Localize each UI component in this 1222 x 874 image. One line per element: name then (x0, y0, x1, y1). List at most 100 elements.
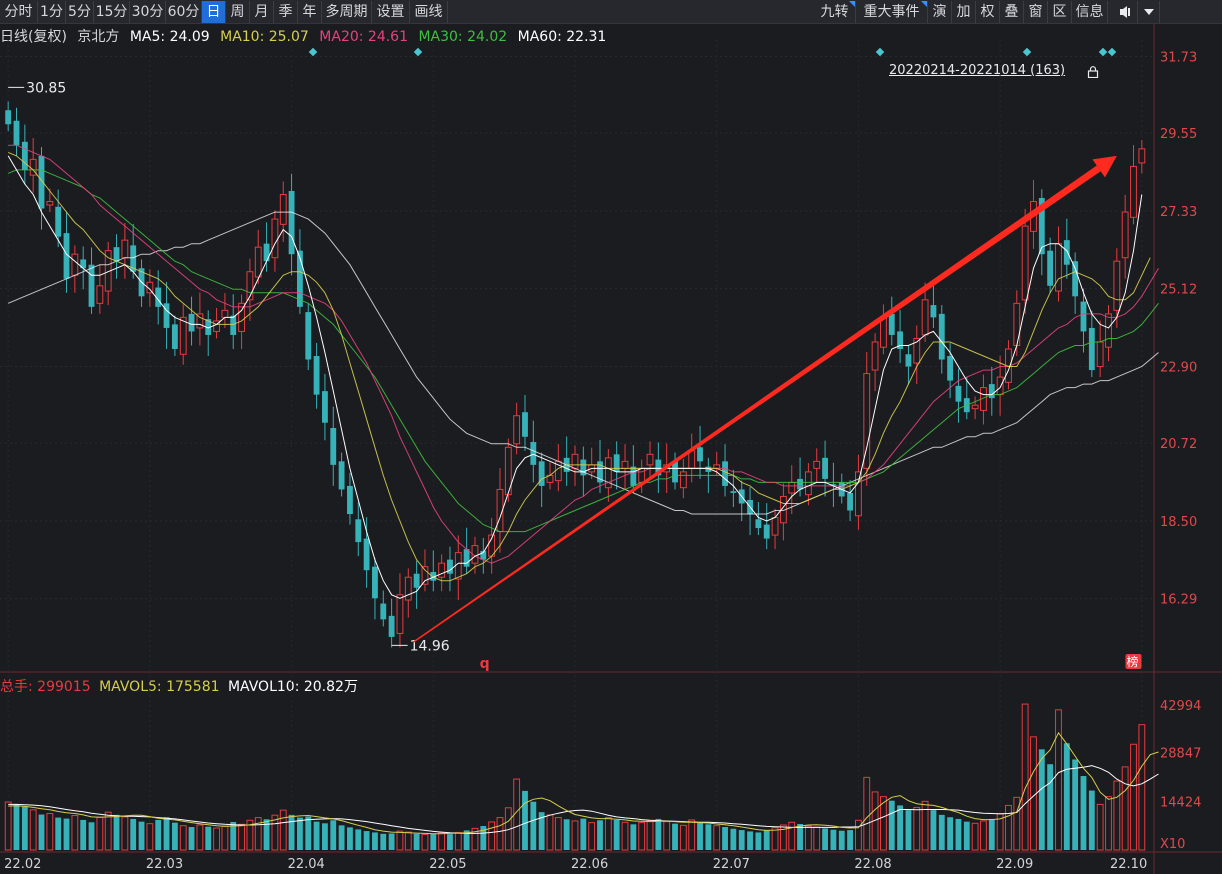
candle-body (1138, 148, 1146, 164)
volume-bar (146, 823, 154, 851)
volume-bar (238, 823, 245, 851)
volume-bar (96, 816, 104, 851)
period-tab-10[interactable]: 年 (298, 1, 322, 23)
volume-bar (1121, 766, 1129, 851)
candle-body (1096, 341, 1104, 368)
volume-bar (646, 820, 654, 851)
candle-body (913, 337, 921, 364)
volume-bar (580, 818, 587, 850)
date-tick-label: 22.02 (4, 857, 41, 872)
candle-body (863, 373, 871, 469)
rank-badge-label: 榜 (1126, 654, 1138, 669)
volume-bar (1113, 780, 1121, 851)
volume-bar (1055, 709, 1062, 851)
candle-body (1113, 260, 1121, 311)
chevron-down-icon[interactable] (1138, 1, 1160, 23)
volume-bar (71, 815, 79, 851)
tool-button-8[interactable]: 信息 (1072, 1, 1108, 23)
candle-body (630, 466, 637, 486)
date-tick-label: 22.08 (854, 857, 891, 872)
candle-body (971, 404, 979, 410)
tool-button-4[interactable]: 权 (976, 1, 1000, 23)
period-tab-5[interactable]: 60分 (166, 1, 202, 23)
candle-body (655, 459, 662, 476)
candle-body (1047, 250, 1054, 286)
volume-bar (80, 819, 87, 850)
period-tab-9[interactable]: 季 (274, 1, 298, 23)
period-tab-8[interactable]: 月 (250, 1, 274, 23)
volume-bar (597, 820, 603, 850)
tool-button-0[interactable]: 九转 (814, 1, 856, 23)
tool-button-2[interactable]: 演 (928, 1, 952, 23)
period-tab-2[interactable]: 5分 (66, 1, 94, 23)
period-tab-13[interactable]: 画线 (410, 1, 448, 23)
candle-body (146, 281, 154, 294)
candle-body (38, 155, 45, 209)
volume-bar (496, 817, 504, 851)
event-diamond-icon (308, 47, 318, 57)
candle-body (171, 324, 178, 349)
price-tick-label: 22.90 (1160, 361, 1197, 376)
interval-range-label[interactable]: 20220214-20221014 (163) (889, 63, 1066, 78)
volume-bar (380, 833, 387, 850)
volume-bar (847, 830, 853, 850)
candle-body (580, 459, 587, 476)
candle-body (230, 315, 237, 335)
tool-button-7[interactable]: 区 (1048, 1, 1072, 23)
candle-body (613, 454, 620, 472)
candle-body (930, 305, 937, 318)
tool-button-3[interactable]: 加 (952, 1, 976, 23)
axes: 31.73 29.55 27.33 25.12 22.90 20.72 18.50 16.29… (4, 51, 1201, 872)
flag-icon (921, 1, 927, 7)
volume-bar (171, 822, 178, 850)
volume-bar (863, 776, 871, 851)
period-tab-0[interactable]: 分时 (0, 1, 38, 23)
volume-bar (179, 825, 187, 851)
candle-body (338, 461, 345, 490)
volume-bar (372, 832, 378, 850)
volume-bar (263, 819, 270, 850)
date-tick-label: 22.03 (146, 857, 183, 872)
lock-icon[interactable] (1087, 66, 1099, 78)
volume-bar (46, 813, 54, 851)
volume-bar (788, 821, 796, 851)
volume-bar (297, 817, 303, 850)
period-tab-1[interactable]: 1分 (38, 1, 66, 23)
volume-bar (188, 827, 195, 850)
price-tick-label: 20.72 (1160, 437, 1197, 452)
volume-bar (822, 828, 828, 850)
candle-body (646, 453, 654, 466)
tool-button-5[interactable]: 叠 (1000, 1, 1024, 23)
price-tick-label: 18.50 (1160, 515, 1197, 530)
ma10-value: MA10: 25.07 (220, 29, 309, 45)
event-diamond-icon (1022, 47, 1032, 57)
candle-body (947, 356, 954, 381)
period-tab-4[interactable]: 30分 (130, 1, 166, 23)
period-tab-11[interactable]: 多周期 (322, 1, 372, 23)
period-tab-12[interactable]: 设置 (372, 1, 410, 23)
candle-body (447, 559, 453, 574)
volume-bar (897, 805, 904, 850)
period-tab-3[interactable]: 15分 (94, 1, 130, 23)
price-tick-label: 25.12 (1160, 283, 1197, 298)
volume-bar (830, 829, 837, 850)
tool-button-6[interactable]: 窗 (1024, 1, 1048, 23)
candle-body (438, 562, 446, 578)
candle-body (305, 312, 312, 360)
tool-button-1[interactable]: 重大事件 (856, 1, 928, 23)
period-tab-6[interactable]: 日 (202, 1, 226, 23)
candle-body (722, 461, 728, 486)
volume-bar (138, 821, 145, 850)
volume-bar (404, 831, 412, 851)
volume-bar (947, 817, 954, 850)
volume-bar (955, 818, 962, 850)
candle-body (597, 461, 603, 483)
mavol10-value: MAVOL10: 20.82万 (227, 679, 358, 695)
volume-bar (288, 814, 295, 850)
volume-bar (697, 822, 703, 850)
period-tab-7[interactable]: 周 (226, 1, 250, 23)
speaker-icon[interactable] (1114, 1, 1138, 23)
volume-bar (438, 832, 446, 851)
volume-bar (471, 827, 479, 851)
